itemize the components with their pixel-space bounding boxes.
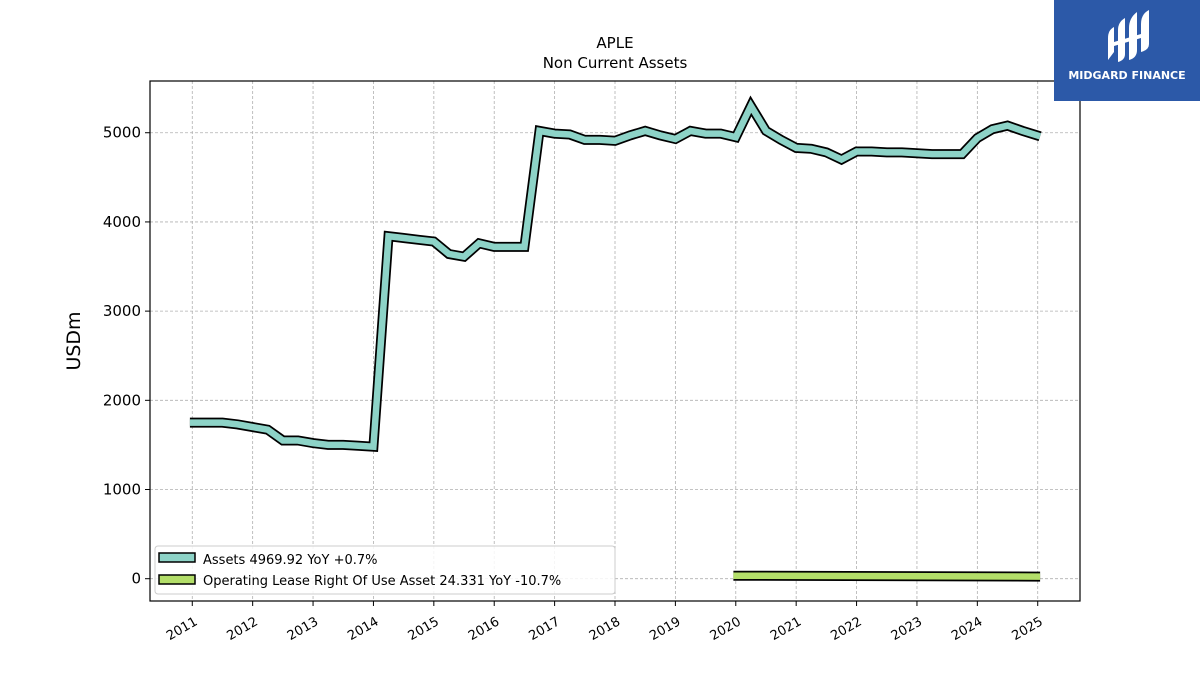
- y-tick-label: 5000: [103, 124, 141, 142]
- x-tick-label: 2016: [466, 614, 502, 644]
- legend-swatch-assets: [158, 552, 196, 563]
- series-line-assets: [189, 99, 1042, 451]
- legend-label-assets: Assets 4969.92 YoY +0.7%: [203, 553, 378, 568]
- x-tick-label: 2023: [889, 614, 925, 644]
- x-tick-label: 2014: [345, 614, 381, 644]
- x-tick-label: 2020: [708, 614, 744, 644]
- legend-box: [154, 545, 616, 595]
- x-tick-label: 2018: [587, 614, 623, 644]
- x-tick-label: 2015: [406, 614, 442, 644]
- legend: Assets 4969.92 YoY +0.7% Operating Lease…: [154, 545, 616, 595]
- series-layer: [189, 95, 1042, 582]
- y-tick-label: 3000: [103, 302, 141, 320]
- series-line-operating-lease-right-of-use-asset: [733, 572, 1041, 580]
- legend-label-operating-lease: Operating Lease Right Of Use Asset 24.33…: [203, 574, 561, 589]
- y-tick-label: 0: [131, 570, 141, 588]
- y-axis: 0 1000 2000 3000 4000 5000: [103, 124, 150, 588]
- x-axis: 2011 2012 2013 2014 2015 2016 2017 2018 2019 2020…: [164, 601, 1046, 644]
- x-tick-label: 2012: [225, 614, 261, 644]
- logo-mark-icon: [1108, 10, 1149, 62]
- chart-subtitle: Non Current Assets: [543, 54, 688, 72]
- x-tick-label: 2022: [828, 614, 864, 644]
- x-tick-label: 2024: [949, 614, 985, 644]
- x-tick-label: 2021: [768, 614, 804, 644]
- gridlines: [150, 81, 1080, 601]
- logo-text: MIDGARD FINANCE: [1068, 69, 1186, 82]
- x-tick-label: 2013: [285, 614, 321, 644]
- legend-swatch-operating-lease: [158, 574, 196, 585]
- y-tick-label: 4000: [103, 213, 141, 231]
- x-tick-label: 2025: [1010, 614, 1046, 644]
- brand-logo: MIDGARD FINANCE: [1054, 0, 1200, 101]
- x-tick-label: 2011: [164, 614, 200, 644]
- x-tick-label: 2019: [647, 614, 683, 644]
- chart-title: APLE: [596, 34, 633, 52]
- x-tick-label: 2017: [526, 614, 562, 644]
- y-tick-label: 2000: [103, 391, 141, 409]
- y-axis-label: USDm: [63, 311, 85, 370]
- y-tick-label: 1000: [103, 481, 141, 499]
